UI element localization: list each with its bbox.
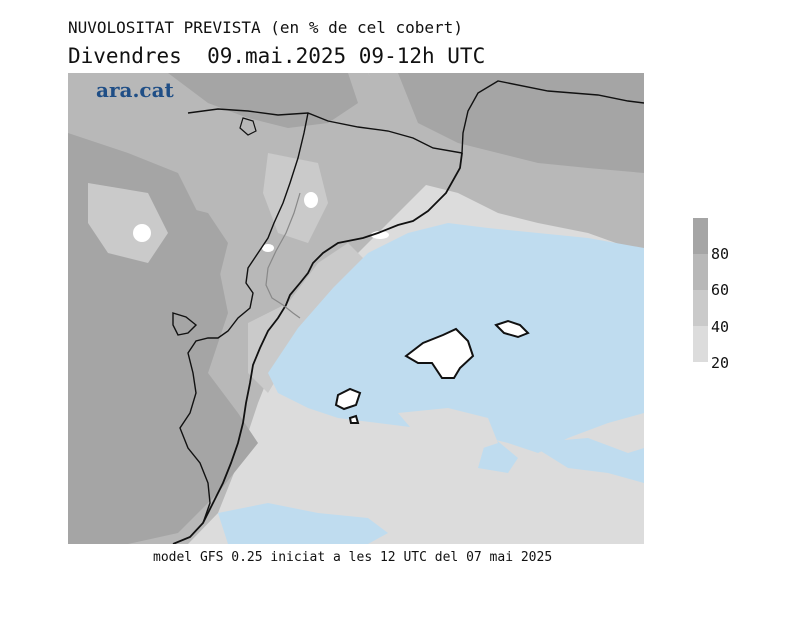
- legend-band-80-100: [693, 218, 708, 254]
- legend-band-20-40: [693, 326, 708, 362]
- sea-clear-south: [218, 503, 388, 544]
- legend-tick-80: 80: [711, 245, 730, 263]
- border-france: [187, 80, 644, 154]
- island-mallorca: [404, 327, 475, 379]
- cloud-patch-sea: [398, 408, 498, 453]
- map-subtitle: Divendres 09.mai.2025 09-12h UTC: [68, 44, 486, 68]
- clear-spot-inland: [262, 244, 274, 252]
- legend-colorbar: [693, 218, 708, 362]
- legend-band-40-60: [693, 290, 708, 326]
- island-menorca: [494, 319, 530, 339]
- river-ebre: [265, 192, 301, 319]
- cloud-band-dense-north: [398, 73, 644, 173]
- coastline: [172, 152, 463, 544]
- island-ibiza: [334, 387, 362, 411]
- legend-tick-60: 60: [711, 281, 730, 299]
- clear-spot-west: [133, 224, 151, 242]
- sea-clear-southeast: [528, 438, 644, 483]
- border-catalonia-aragon: [179, 112, 309, 524]
- clear-spot-north: [304, 192, 318, 208]
- cloud-band-light-land2: [263, 153, 328, 243]
- legend-tick-40: 40: [711, 318, 730, 336]
- model-footer: model GFS 0.25 iniciat a les 12 UTC del …: [153, 550, 553, 565]
- map-title: NUVOLOSITAT PREVISTA (en % de cel cobert…: [68, 18, 463, 37]
- border-catalonia-valencia: [172, 312, 198, 336]
- brand-logo: ara.cat: [96, 78, 174, 102]
- legend-band-60-80: [693, 254, 708, 290]
- island-formentera: [348, 414, 360, 424]
- cloud-cover-map: [68, 73, 644, 544]
- cloud-band-light-land: [88, 183, 168, 263]
- legend-tick-20: 20: [711, 354, 730, 372]
- cloud-band-dense-west-mid: [168, 203, 228, 293]
- border-andorra: [239, 117, 257, 136]
